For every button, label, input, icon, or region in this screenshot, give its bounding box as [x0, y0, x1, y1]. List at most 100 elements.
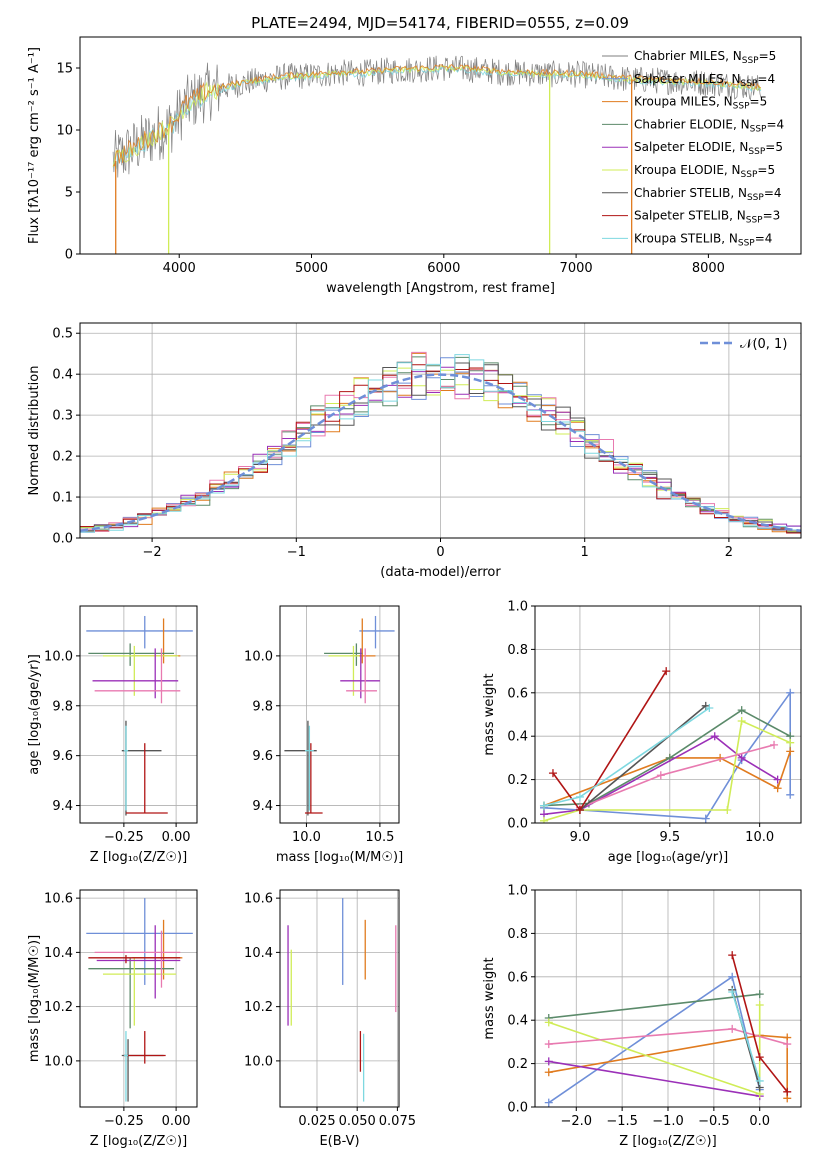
y-tick-label: 0.0 [507, 817, 528, 832]
x-tick-label: 0 [436, 545, 444, 560]
x-tick-label: −0.5 [698, 1114, 730, 1129]
y-tick-label: 0.5 [52, 327, 73, 342]
y-tick-label: 0.0 [507, 1101, 528, 1116]
x-tick-label: −1.0 [652, 1114, 684, 1129]
y-tick-label: 10.4 [44, 946, 73, 961]
x-tick-label: 9.5 [659, 830, 680, 845]
y-axis-label: Flux [fλ10⁻¹⁷ erg cm⁻² s⁻¹ A⁻¹] [27, 47, 42, 244]
y-tick-label: 10.0 [44, 1054, 73, 1069]
legend-entry-label: Chabrier MILES, NSSP=5 [634, 49, 776, 66]
y-tick-label: 0.3 [52, 409, 73, 424]
weight-point-marker [544, 1040, 553, 1049]
normal-curve-line [80, 373, 801, 533]
legend-entry-label: Kroupa STELIB, NSSP=4 [634, 231, 772, 248]
x-tick-label: −0.25 [104, 830, 144, 845]
x-axis-label: E(B-V) [319, 1134, 359, 1149]
y-tick-label: 0.4 [52, 368, 73, 383]
x-tick-label: −1.5 [606, 1114, 638, 1129]
axes-frame [279, 889, 400, 1108]
weight-point-marker [539, 801, 548, 810]
y-tick-label: 0.1 [52, 491, 73, 506]
weight-point-marker [770, 740, 779, 749]
weight-point-marker [755, 1053, 764, 1062]
legend-entry-label: Chabrier ELODIE, NSSP=4 [634, 117, 784, 134]
chart-weight-vs-age: 9.0 9.5 10.0 0.0 0.2 0.4 0.6 0.8 1.0 age [log₁₀(a… [482, 600, 802, 865]
x-tick-label: −1 [287, 545, 306, 560]
y-tick-label: 10.6 [44, 892, 73, 907]
y-tick-label: 9.8 [52, 699, 73, 714]
residuals-legend: 𝒩(0, 1) [700, 337, 787, 352]
y-axis-label: age [log₁₀(age/yr)] [27, 654, 42, 775]
y-axis-label: mass weight [482, 957, 497, 1039]
y-tick-label: 10.0 [44, 649, 73, 664]
weight-point-marker [783, 1040, 792, 1049]
y-tick-label: 1.0 [507, 884, 528, 899]
weight-point-marker [755, 1076, 764, 1085]
weight-point-marker [786, 747, 795, 756]
y-tick-label: 9.4 [52, 799, 73, 814]
legend-entry-label: 𝒩(0, 1) [740, 337, 787, 352]
weight-point-marker [773, 775, 782, 784]
weight-point-marker [786, 790, 795, 799]
weight-point-marker [544, 1098, 553, 1107]
weight-point-marker [662, 667, 671, 676]
y-tick-label: 0.2 [52, 450, 73, 465]
plot-area-mass-vs-Z [86, 898, 193, 1102]
x-tick-label: 0.050 [339, 1114, 376, 1129]
weight-series-line [543, 690, 791, 820]
weight-series-line [548, 1034, 788, 1099]
weight-point-marker [755, 990, 764, 999]
legend-entry-label: Chabrier STELIB, NSSP=4 [634, 186, 782, 203]
chart-mass-vs-Z: −0.25 0.00 10.0 10.2 10.4 10.6 Z [log₁₀(Z/Z☉)]… [27, 889, 198, 1149]
weight-point-marker [737, 717, 746, 726]
chart-spectrum: Chabrier MILES, NSSP=5 Salpeter MILES, NS… [27, 36, 802, 296]
y-axis-label: Normed distribution [27, 366, 42, 496]
y-tick-label: 10.2 [244, 1000, 273, 1015]
y-tick-label: 0.4 [507, 730, 528, 745]
y-tick-label: 9.4 [252, 799, 273, 814]
legend-entry-label: Salpeter ELODIE, NSSP=5 [634, 140, 783, 157]
histogram-step-line [80, 354, 801, 533]
spectrum-legend: Chabrier MILES, NSSP=5 Salpeter MILES, NS… [602, 49, 784, 248]
plot-area-age-vs-mass [284, 615, 395, 816]
axes-frame [79, 36, 802, 255]
x-tick-label: 0.00 [162, 830, 191, 845]
plot-area-spectrum [112, 55, 762, 254]
y-tick-label: 10.0 [244, 649, 273, 664]
x-axis-label: mass [log₁₀(M/M☉)] [276, 850, 403, 865]
weight-point-marker [539, 816, 548, 823]
y-tick-label: 10.6 [244, 892, 273, 907]
weight-point-marker [773, 784, 782, 793]
y-tick-label: 0.2 [507, 1057, 528, 1072]
y-tick-label: 0.6 [507, 970, 528, 985]
model-spectrum-line [112, 64, 761, 167]
weight-series-line [731, 991, 761, 1082]
x-tick-label: 8000 [692, 261, 725, 276]
axes-frame [279, 605, 400, 824]
weight-point-marker [544, 1068, 553, 1077]
weight-point-marker [728, 987, 737, 996]
y-tick-label: 0 [65, 248, 73, 263]
y-tick-label: 0.2 [507, 773, 528, 788]
y-tick-label: 0.4 [507, 1014, 528, 1029]
weight-point-marker [544, 1057, 553, 1066]
x-tick-label: 0.0 [749, 1114, 770, 1129]
weight-point-marker [701, 814, 710, 823]
x-tick-label: 2 [725, 545, 733, 560]
weight-series-line [548, 993, 760, 1019]
x-axis-label: (data-model)/error [380, 565, 501, 580]
weight-point-marker [786, 688, 795, 697]
x-tick-label: 10.0 [745, 830, 774, 845]
y-axis-label: mass weight [482, 673, 497, 755]
weight-point-marker [710, 732, 719, 741]
x-axis-label: Z [log₁₀(Z/Z☉)] [90, 1134, 187, 1149]
weight-point-marker [723, 805, 732, 814]
axes-frame [79, 889, 198, 1108]
y-tick-label: 0.6 [507, 686, 528, 701]
weight-series-line [579, 705, 707, 811]
x-axis-label: wavelength [Angstrom, rest frame] [326, 281, 555, 296]
weight-point-marker [755, 1001, 764, 1010]
chart-panels: Chabrier MILES, NSSP=5 Salpeter MILES, NS… [27, 36, 802, 1149]
